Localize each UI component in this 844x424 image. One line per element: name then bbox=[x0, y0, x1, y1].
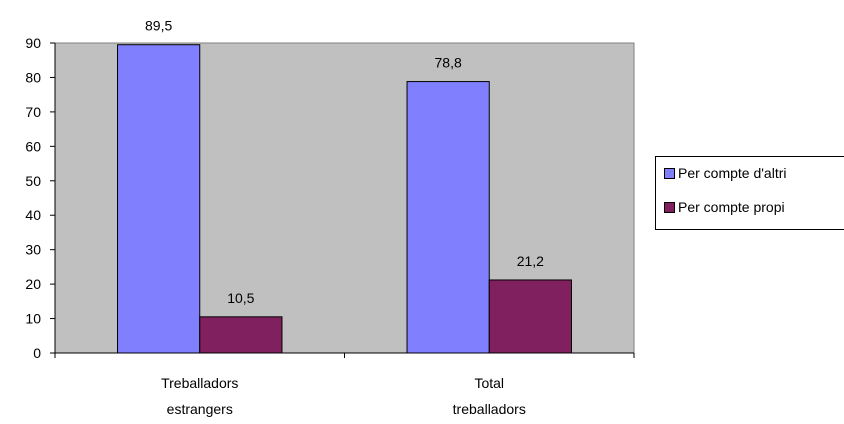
y-tick-label: 60 bbox=[25, 138, 41, 154]
bar bbox=[199, 316, 283, 354]
legend-label-per-compte-daltri: Per compte d'altri bbox=[678, 165, 787, 181]
y-tick-label: 90 bbox=[25, 35, 41, 51]
x-tick-label: treballadors bbox=[453, 401, 526, 417]
x-tick-label: estrangers bbox=[167, 401, 233, 417]
data-label: 10,5 bbox=[227, 290, 254, 306]
y-tick-label: 30 bbox=[25, 242, 41, 258]
bar bbox=[117, 44, 201, 354]
bar bbox=[488, 279, 572, 354]
legend-item-per-compte-propi: Per compte propi bbox=[664, 197, 785, 217]
y-tick-label: 0 bbox=[33, 345, 41, 361]
legend-swatch-per-compte-propi bbox=[664, 201, 675, 213]
y-tick-label: 70 bbox=[25, 104, 41, 120]
data-label: 89,5 bbox=[145, 18, 172, 34]
y-tick-label: 40 bbox=[25, 207, 41, 223]
y-tick-label: 20 bbox=[25, 276, 41, 292]
legend-item-per-compte-daltri: Per compte d'altri bbox=[664, 163, 787, 183]
legend: Per compte d'altri Per compte propi bbox=[655, 156, 844, 230]
bar bbox=[406, 81, 490, 354]
data-label: 21,2 bbox=[517, 253, 544, 269]
y-tick-label: 50 bbox=[25, 173, 41, 189]
y-tick-label: 10 bbox=[25, 311, 41, 327]
x-tick-label: Treballadors bbox=[161, 375, 238, 391]
legend-label-per-compte-propi: Per compte propi bbox=[678, 199, 785, 215]
data-label: 78,8 bbox=[435, 55, 462, 71]
legend-swatch-per-compte-daltri bbox=[664, 167, 675, 179]
y-tick-label: 80 bbox=[25, 69, 41, 85]
x-tick-label: Total bbox=[474, 375, 504, 391]
